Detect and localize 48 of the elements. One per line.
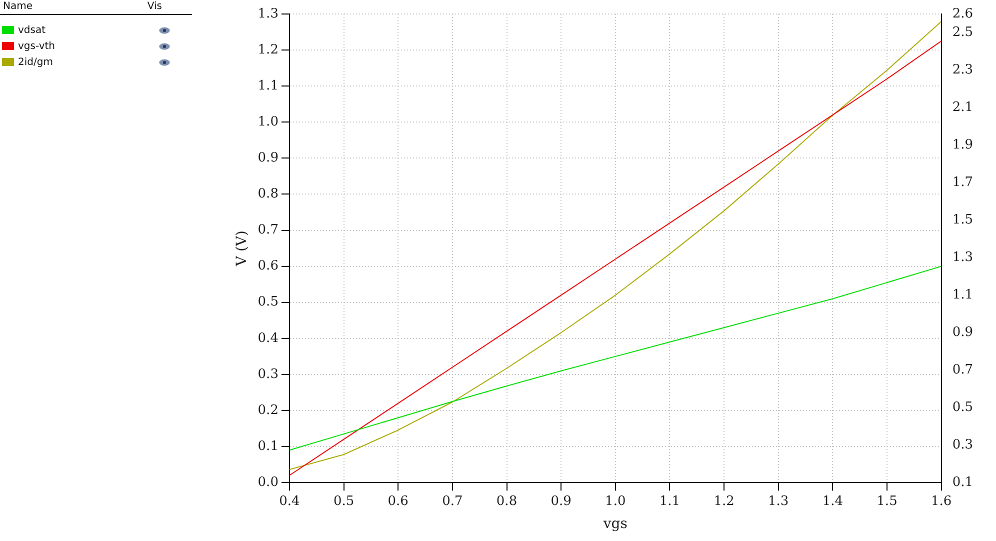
x-tick-label: 1.0 [605,494,626,509]
y2-tick-label: 1.5 [952,212,974,228]
x-tick-label: 0.5 [333,494,354,509]
x-tick-label: 1.5 [876,494,898,509]
y2-tick-label: 2.5 [952,25,974,40]
x-tick-label: 1.2 [714,494,734,509]
y-tick-label: 1.1 [258,78,278,94]
y-tick-label: 0.3 [258,366,278,382]
x-tick-label: 1.6 [930,494,952,509]
x-tick-label: 0.7 [442,494,463,509]
y-tick-label: 0.5 [258,294,278,310]
y2-tick-label: 0.9 [952,325,974,340]
y2-tick-label: 0.1 [952,474,974,490]
y-tick-label: 1.2 [258,42,278,58]
y-tick-label: 0.6 [258,258,278,274]
legend-label: vgs-vth [18,40,56,52]
y-tick-label: 0.2 [258,402,278,418]
legend-label: 2id/gm [18,56,54,68]
x-tick-label: 0.6 [388,494,408,509]
y-tick-label: 0.8 [258,186,278,202]
y-tick-label: 1.3 [258,6,278,22]
y2-tick-label: 0.7 [952,362,974,378]
y-tick-label: 0.0 [258,474,278,490]
y2-tick-label: 1.3 [952,250,974,266]
y-tick-label: 0.4 [258,330,278,346]
x-tick-label: 0.9 [550,494,572,509]
text: Vis [147,1,162,12]
legend-title: Name [3,1,33,12]
y2-tick-label: 0.3 [952,437,974,452]
y2-tick-label: 2.3 [952,62,974,78]
y2-tick-label: 1.1 [952,288,974,303]
y-tick-label: 0.7 [258,222,278,238]
y-axis-title: V (V) [234,230,250,268]
y2-tick-label: 0.5 [952,400,974,415]
y2-tick-label: 2.6 [952,6,974,22]
y-tick-label: 0.1 [258,438,278,454]
x-tick-label: 1.1 [659,494,680,509]
x-tick-label: 1.3 [768,494,789,509]
x-axis-title: vgs [602,516,628,532]
y2-tick-label: 1.9 [952,138,974,153]
y2-tick-label: 1.7 [952,175,974,190]
x-tick-label: 0.8 [496,494,518,509]
y2-tick-label: 2.1 [952,100,974,116]
y-tick-label: 0.9 [258,150,278,166]
x-tick-label: 0.4 [279,494,300,509]
y-tick-label: 1.0 [258,114,278,130]
x-tick-label: 1.4 [822,494,844,509]
legend-label: vdsat [18,24,47,36]
